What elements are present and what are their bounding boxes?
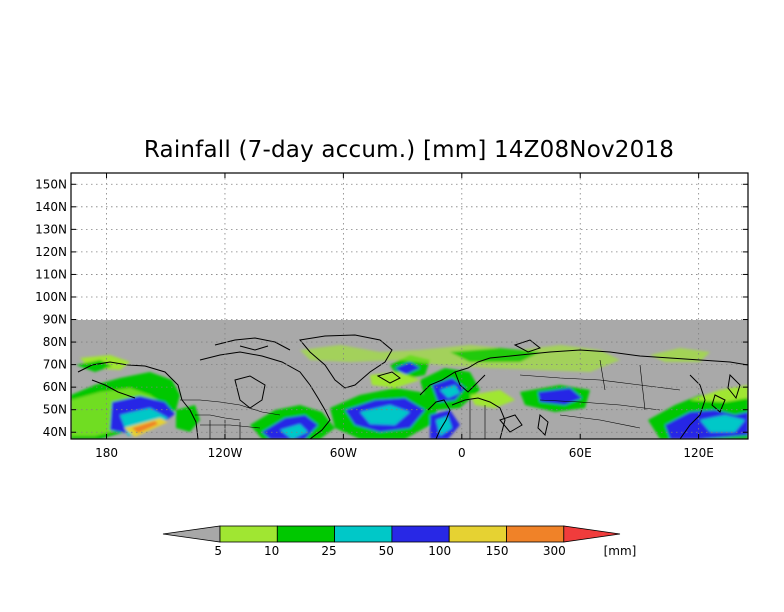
latitude-axis: 150N 140N 130N 120N 110N 100N 90N 80N 70N 60N 50N 4… <box>35 177 748 439</box>
lon-tick-label: 120W <box>208 446 243 460</box>
map-title: Rainfall (7-day accum.) [mm] 14Z08Nov201… <box>143 137 675 163</box>
colorbar-unit: [mm] <box>604 544 637 558</box>
colorbar-swatch <box>506 525 565 543</box>
lat-tick-label: 120N <box>35 245 67 259</box>
colorbar-swatch <box>276 525 335 543</box>
lat-tick-label: 70N <box>43 358 67 372</box>
colorbar-label: 50 <box>379 544 394 558</box>
longitude-axis: 180 120W 60W 0 60E 120E <box>95 173 714 460</box>
lat-tick-label: 100N <box>35 290 67 304</box>
lat-tick-label: 110N <box>35 267 67 281</box>
colorbar-label: 100 <box>428 544 451 558</box>
colorbar-label: 25 <box>321 544 336 558</box>
lat-tick-label: 140N <box>35 200 67 214</box>
lon-tick-label: 180 <box>95 446 118 460</box>
lat-tick-label: 150N <box>35 177 67 191</box>
colorbar-label: 10 <box>264 544 279 558</box>
colorbar-label: 150 <box>486 544 509 558</box>
colorbar-swatch <box>448 525 507 543</box>
lat-tick-label: 50N <box>43 403 67 417</box>
lat-tick-label: 60N <box>43 380 67 394</box>
colorbar-label: 300 <box>543 544 566 558</box>
coastlines <box>77 334 748 439</box>
colorbar-swatch-lt5 <box>162 525 221 543</box>
colorbar-swatch <box>219 525 278 543</box>
lat-tick-label: 40N <box>43 425 67 439</box>
lon-tick-label: 120E <box>683 446 714 460</box>
colorbar: 5 10 25 50 100 150 300 [mm] <box>162 525 637 558</box>
lat-tick-label: 80N <box>43 335 67 349</box>
colorbar-swatch <box>334 525 393 543</box>
lat-tick-label: 130N <box>35 222 67 236</box>
lat-tick-label: 90N <box>43 313 67 327</box>
lon-tick-label: 60E <box>569 446 592 460</box>
colorbar-label: 5 <box>214 544 222 558</box>
colorbar-swatch-gt300 <box>563 525 621 543</box>
precipitation-field <box>71 345 748 439</box>
lon-tick-label: 60W <box>330 446 357 460</box>
lon-tick-label: 0 <box>458 446 466 460</box>
colorbar-swatch <box>391 525 450 543</box>
plot-frame <box>70 172 749 440</box>
